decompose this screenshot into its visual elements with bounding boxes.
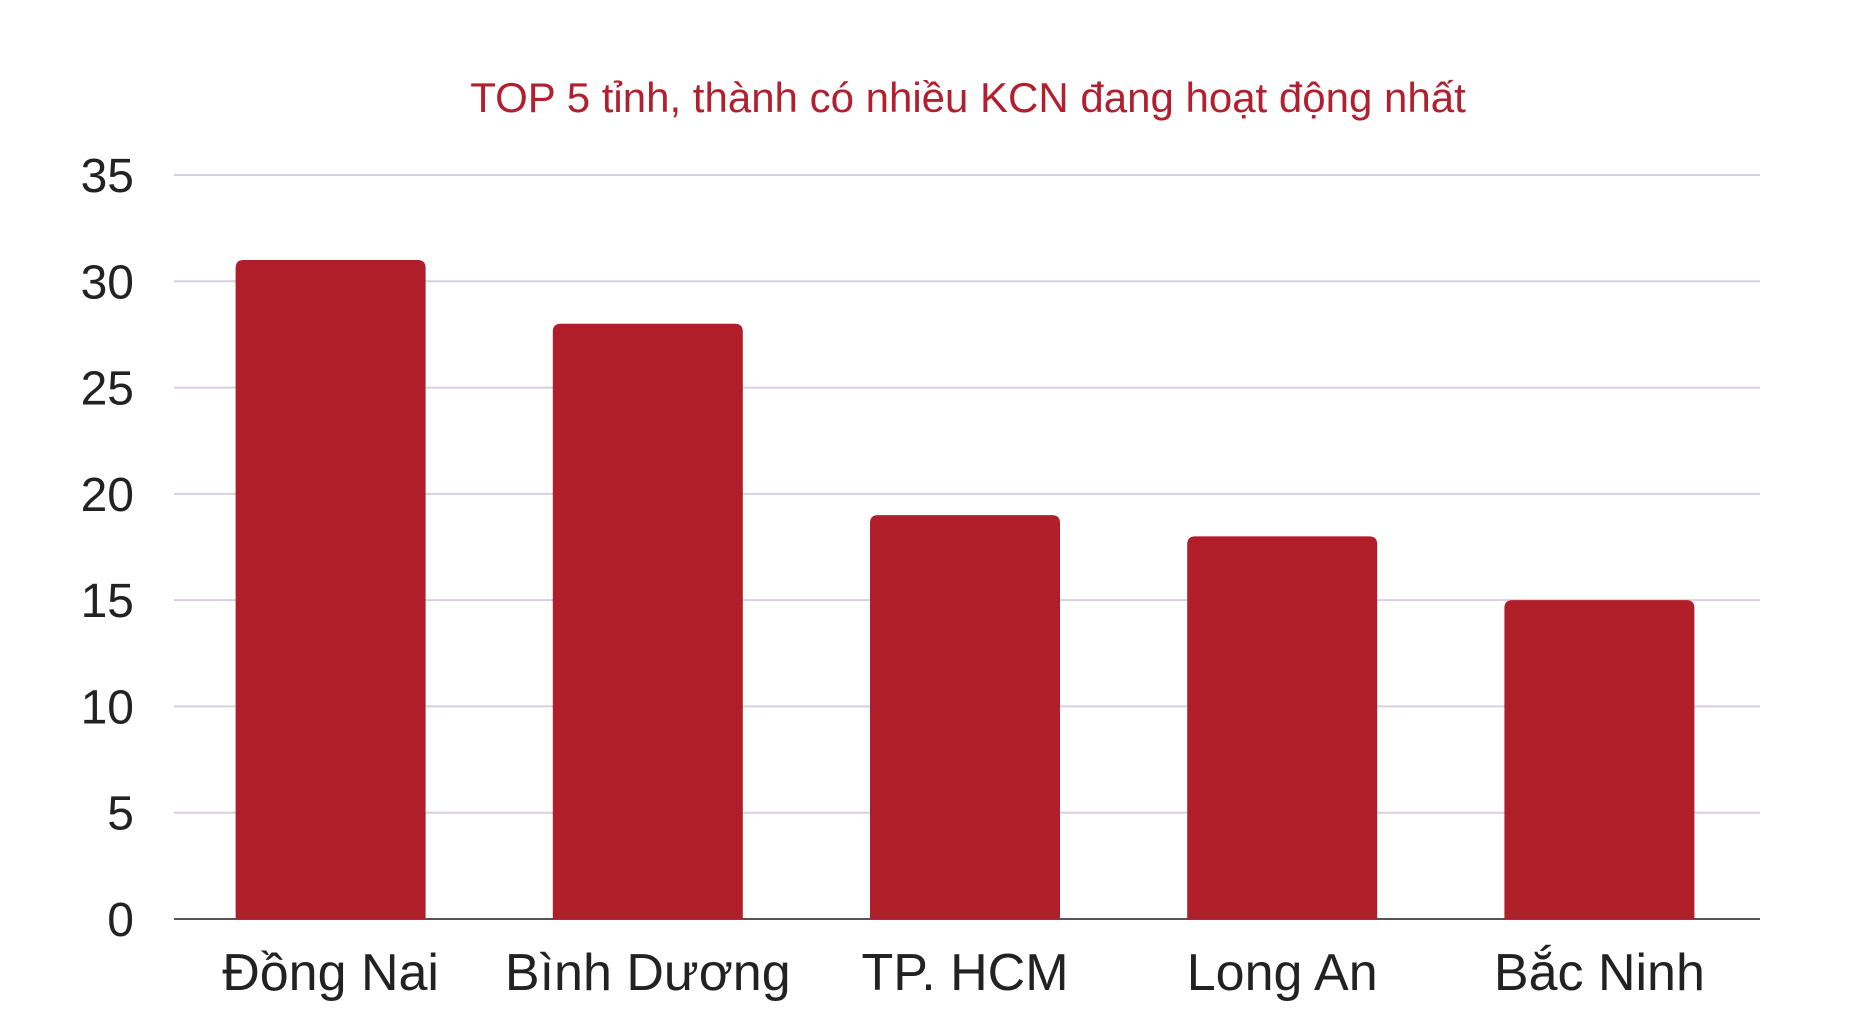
bar — [235, 260, 426, 919]
y-tick-label: 10 — [81, 681, 134, 734]
bar — [552, 323, 743, 919]
bar — [1187, 536, 1378, 919]
y-tick-label: 35 — [81, 150, 134, 203]
bar — [870, 515, 1060, 919]
y-tick-label: 25 — [81, 363, 134, 416]
y-tick-label: 5 — [107, 788, 134, 841]
chart-title: TOP 5 tỉnh, thành có nhiều KCN đang hoạt… — [470, 74, 1466, 121]
x-category-label: TP. HCM — [861, 944, 1068, 1002]
x-category-label: Đồng Nai — [222, 944, 439, 1002]
y-tick-label: 15 — [81, 575, 134, 628]
y-tick-label: 0 — [107, 894, 134, 947]
x-category-label: Bình Dương — [505, 944, 791, 1002]
bars — [235, 260, 1695, 919]
y-tick-label: 20 — [81, 469, 134, 522]
y-axis-ticks: 0 5 10 15 20 25 30 35 — [81, 150, 134, 947]
bar — [1504, 600, 1695, 919]
x-category-label: Bắc Ninh — [1494, 944, 1705, 1002]
x-axis-labels: Đồng Nai Bình Dương TP. HCM Long An Bắc Ninh — [222, 944, 1705, 1002]
x-category-label: Long An — [1187, 944, 1378, 1002]
y-tick-label: 30 — [81, 256, 134, 309]
